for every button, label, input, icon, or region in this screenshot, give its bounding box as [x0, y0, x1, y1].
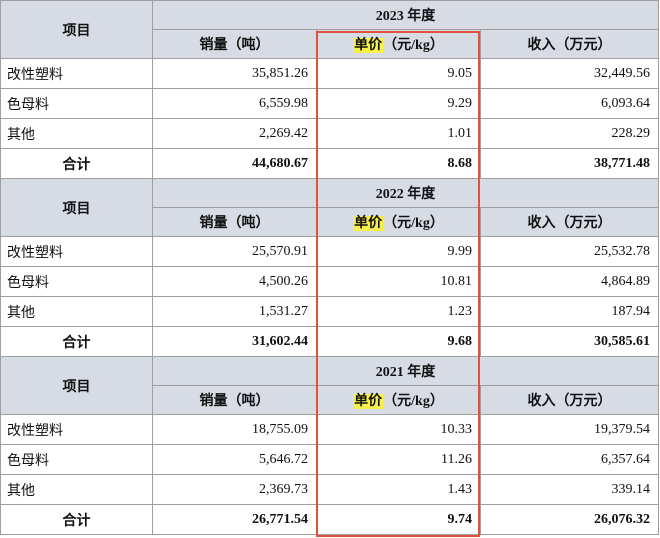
item-header: 项目: [0, 0, 153, 59]
total-sales: 31,602.44: [152, 326, 317, 357]
sales-header: 销量（吨）: [152, 29, 317, 59]
total-label: 合计: [0, 148, 153, 179]
table-row: 其他 1,531.27 1.23 187.94: [0, 296, 660, 327]
revenue-cell: 187.94: [479, 296, 660, 327]
price-cell: 10.81: [316, 266, 481, 297]
year-header: 2022 年度: [151, 178, 660, 208]
table-row: 改性塑料 18,755.09 10.33 19,379.54: [0, 414, 660, 445]
section-2022-column-row: 销量（吨） 单价（元/kg） 收入（万元）: [1, 207, 660, 237]
price-unit: （元/kg）: [383, 38, 444, 53]
table-row: 改性塑料 25,570.91 9.99 25,532.78: [0, 236, 660, 267]
sales-header: 销量（吨）: [152, 385, 317, 415]
price-cell: 9.05: [316, 58, 481, 89]
row-name: 其他: [0, 474, 153, 505]
price-cell: 1.23: [316, 296, 481, 327]
sales-cell: 18,755.09: [152, 414, 317, 445]
price-cell: 9.99: [316, 236, 481, 267]
section-2022-year-row: 项目 2022 年度: [0, 178, 660, 237]
total-row: 合计 26,771.54 9.74 26,076.32: [0, 504, 660, 535]
revenue-cell: 228.29: [479, 118, 660, 149]
row-name: 改性塑料: [0, 58, 153, 89]
sales-cell: 2,369.73: [152, 474, 317, 505]
price-header: 单价（元/kg）: [316, 207, 481, 237]
row-name: 色母料: [0, 266, 153, 297]
revenue-header: 收入（万元）: [479, 207, 660, 237]
price-highlight: 单价: [353, 394, 384, 409]
sales-cell: 25,570.91: [152, 236, 317, 267]
revenue-cell: 6,357.64: [479, 444, 660, 475]
total-sales: 44,680.67: [152, 148, 317, 179]
section-2021-year-row: 项目 2021 年度: [0, 356, 660, 415]
row-name: 其他: [0, 296, 153, 327]
sales-cell: 4,500.26: [152, 266, 317, 297]
price-cell: 10.33: [316, 414, 481, 445]
table-row: 色母料 5,646.72 11.26 6,357.64: [0, 444, 660, 475]
year-header: 2021 年度: [151, 356, 660, 386]
revenue-cell: 339.14: [479, 474, 660, 505]
total-row: 合计 31,602.44 9.68 30,585.61: [0, 326, 660, 357]
year-header: 2023 年度: [151, 0, 660, 30]
item-header: 项目: [0, 356, 153, 415]
total-revenue: 38,771.48: [479, 148, 660, 179]
price-unit: （元/kg）: [383, 216, 444, 231]
revenue-cell: 4,864.89: [479, 266, 660, 297]
total-price: 8.68: [316, 148, 481, 179]
revenue-cell: 6,093.64: [479, 88, 660, 119]
section-2023-year-row: 项目 2023 年度: [0, 0, 660, 59]
row-name: 色母料: [0, 88, 153, 119]
price-header: 单价（元/kg）: [316, 29, 481, 59]
table-row: 其他 2,369.73 1.43 339.14: [0, 474, 660, 505]
item-header: 项目: [0, 178, 153, 237]
total-price: 9.68: [316, 326, 481, 357]
total-revenue: 30,585.61: [479, 326, 660, 357]
row-name: 其他: [0, 118, 153, 149]
price-cell: 9.29: [316, 88, 481, 119]
total-label: 合计: [0, 326, 153, 357]
sales-cell: 2,269.42: [152, 118, 317, 149]
total-sales: 26,771.54: [152, 504, 317, 535]
table-row: 其他 2,269.42 1.01 228.29: [0, 118, 660, 149]
total-row: 合计 44,680.67 8.68 38,771.48: [0, 148, 660, 179]
price-cell: 1.01: [316, 118, 481, 149]
revenue-cell: 25,532.78: [479, 236, 660, 267]
row-name: 改性塑料: [0, 236, 153, 267]
revenue-header: 收入（万元）: [479, 385, 660, 415]
sales-header: 销量（吨）: [152, 207, 317, 237]
sales-cell: 1,531.27: [152, 296, 317, 327]
sales-cell: 35,851.26: [152, 58, 317, 89]
total-revenue: 26,076.32: [479, 504, 660, 535]
table-row: 改性塑料 35,851.26 9.05 32,449.56: [0, 58, 660, 89]
price-header: 单价（元/kg）: [316, 385, 481, 415]
row-name: 改性塑料: [0, 414, 153, 445]
total-label: 合计: [0, 504, 153, 535]
table-row: 色母料 6,559.98 9.29 6,093.64: [0, 88, 660, 119]
revenue-header: 收入（万元）: [479, 29, 660, 59]
section-2023-column-row: 销量（吨） 单价（元/kg） 收入（万元）: [1, 29, 660, 59]
sales-cell: 5,646.72: [152, 444, 317, 475]
price-cell: 1.43: [316, 474, 481, 505]
revenue-cell: 32,449.56: [479, 58, 660, 89]
price-unit: （元/kg）: [383, 394, 444, 409]
row-name: 色母料: [0, 444, 153, 475]
table-row: 色母料 4,500.26 10.81 4,864.89: [0, 266, 660, 297]
revenue-cell: 19,379.54: [479, 414, 660, 445]
price-cell: 11.26: [316, 444, 481, 475]
sales-cell: 6,559.98: [152, 88, 317, 119]
price-highlight: 单价: [353, 216, 384, 231]
section-2021-column-row: 销量（吨） 单价（元/kg） 收入（万元）: [1, 385, 660, 415]
total-price: 9.74: [316, 504, 481, 535]
price-highlight: 单价: [353, 38, 384, 53]
